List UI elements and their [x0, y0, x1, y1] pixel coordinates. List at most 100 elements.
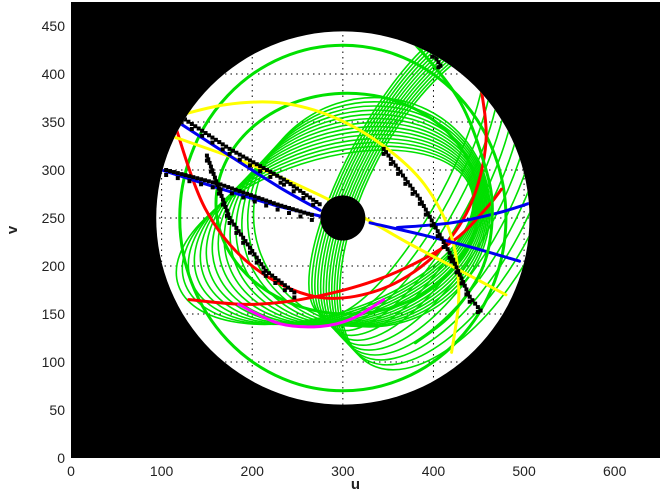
- data-point: [388, 161, 393, 166]
- data-point: [410, 191, 415, 196]
- data-point: [183, 173, 188, 178]
- x-tick-label: 500: [512, 463, 536, 479]
- data-point: [261, 265, 266, 270]
- data-point: [241, 154, 246, 159]
- data-point: [301, 191, 306, 196]
- data-point: [182, 117, 187, 122]
- data-point: [238, 232, 243, 237]
- data-point: [237, 157, 242, 162]
- data-point: [218, 190, 223, 195]
- data-point: [413, 190, 418, 195]
- yellow-arc: [170, 100, 461, 354]
- data-point: [309, 212, 314, 217]
- data-point: [396, 166, 401, 171]
- data-point: [275, 207, 280, 212]
- data-point: [241, 235, 246, 240]
- data-point: [227, 221, 232, 225]
- data-point: [199, 182, 204, 187]
- data-point: [275, 202, 280, 207]
- data-point: [292, 290, 297, 295]
- x-tick-label: 600: [603, 463, 627, 479]
- data-point: [270, 273, 275, 278]
- green-arc: [338, 32, 530, 371]
- data-point: [306, 211, 311, 216]
- data-point: [417, 196, 422, 201]
- data-point: [286, 285, 291, 290]
- data-point: [227, 146, 232, 151]
- data-point: [206, 179, 211, 184]
- data-point: [189, 126, 194, 131]
- data-point: [459, 276, 464, 281]
- data-point: [381, 146, 386, 151]
- data-point: [311, 202, 316, 207]
- data-point: [287, 211, 292, 216]
- data-point: [443, 243, 448, 248]
- data-point: [222, 183, 227, 188]
- data-point: [189, 121, 194, 126]
- data-point: [254, 260, 259, 265]
- data-point: [391, 160, 396, 165]
- data-point: [285, 179, 290, 184]
- data-point: [281, 182, 286, 187]
- y-axis-title: v: [4, 225, 21, 234]
- green-arc: [181, 145, 476, 326]
- data-point: [251, 160, 256, 165]
- data-point: [232, 222, 237, 227]
- data-point: [195, 176, 200, 181]
- data-point: [461, 280, 466, 285]
- data-point: [175, 176, 180, 181]
- green-arc: [175, 149, 474, 326]
- data-point: [247, 250, 252, 255]
- data-point: [304, 193, 309, 198]
- data-point: [294, 186, 299, 191]
- data-point: [449, 254, 454, 259]
- data-point: [258, 169, 263, 174]
- blue-arc: [368, 221, 522, 263]
- data-point: [410, 186, 415, 191]
- y-tick-label: 300: [42, 162, 66, 178]
- x-axis-title: u: [351, 476, 360, 493]
- data-point: [264, 203, 269, 208]
- data-point: [212, 175, 217, 180]
- data-point: [193, 124, 198, 129]
- data-point: [276, 278, 281, 283]
- data-point: [266, 271, 271, 276]
- data-point: [200, 133, 205, 138]
- data-point: [278, 180, 283, 185]
- green-circle: [178, 43, 508, 393]
- data-point: [288, 182, 293, 187]
- data-point: [217, 140, 222, 145]
- data-point: [273, 276, 278, 280]
- data-point: [425, 211, 430, 216]
- data-point: [230, 148, 235, 153]
- data-point: [196, 126, 201, 131]
- data-point: [298, 214, 303, 219]
- data-point: [302, 210, 307, 215]
- data-point: [423, 207, 428, 212]
- data-point: [289, 288, 294, 292]
- data-point: [451, 258, 456, 263]
- data-point: [224, 144, 229, 149]
- marker-track: [381, 146, 483, 315]
- data-point: [473, 301, 478, 306]
- data-point: [273, 281, 278, 285]
- data-point: [431, 222, 436, 226]
- data-point: [282, 288, 287, 293]
- data-point: [301, 196, 306, 201]
- y-tick-labels: 0 50 100 150 200 250 300 350 400 450: [42, 18, 66, 466]
- data-point: [171, 170, 176, 175]
- data-point: [186, 119, 191, 124]
- data-point: [220, 142, 225, 147]
- data-point: [220, 197, 225, 202]
- data-point: [226, 212, 231, 217]
- data-point: [267, 199, 272, 204]
- data-point: [252, 194, 257, 199]
- data-point: [307, 195, 312, 200]
- data-point: [419, 200, 424, 205]
- data-point: [381, 151, 386, 156]
- data-point: [292, 295, 297, 300]
- data-point: [467, 299, 472, 304]
- data-point: [191, 175, 196, 180]
- data-point: [475, 305, 480, 310]
